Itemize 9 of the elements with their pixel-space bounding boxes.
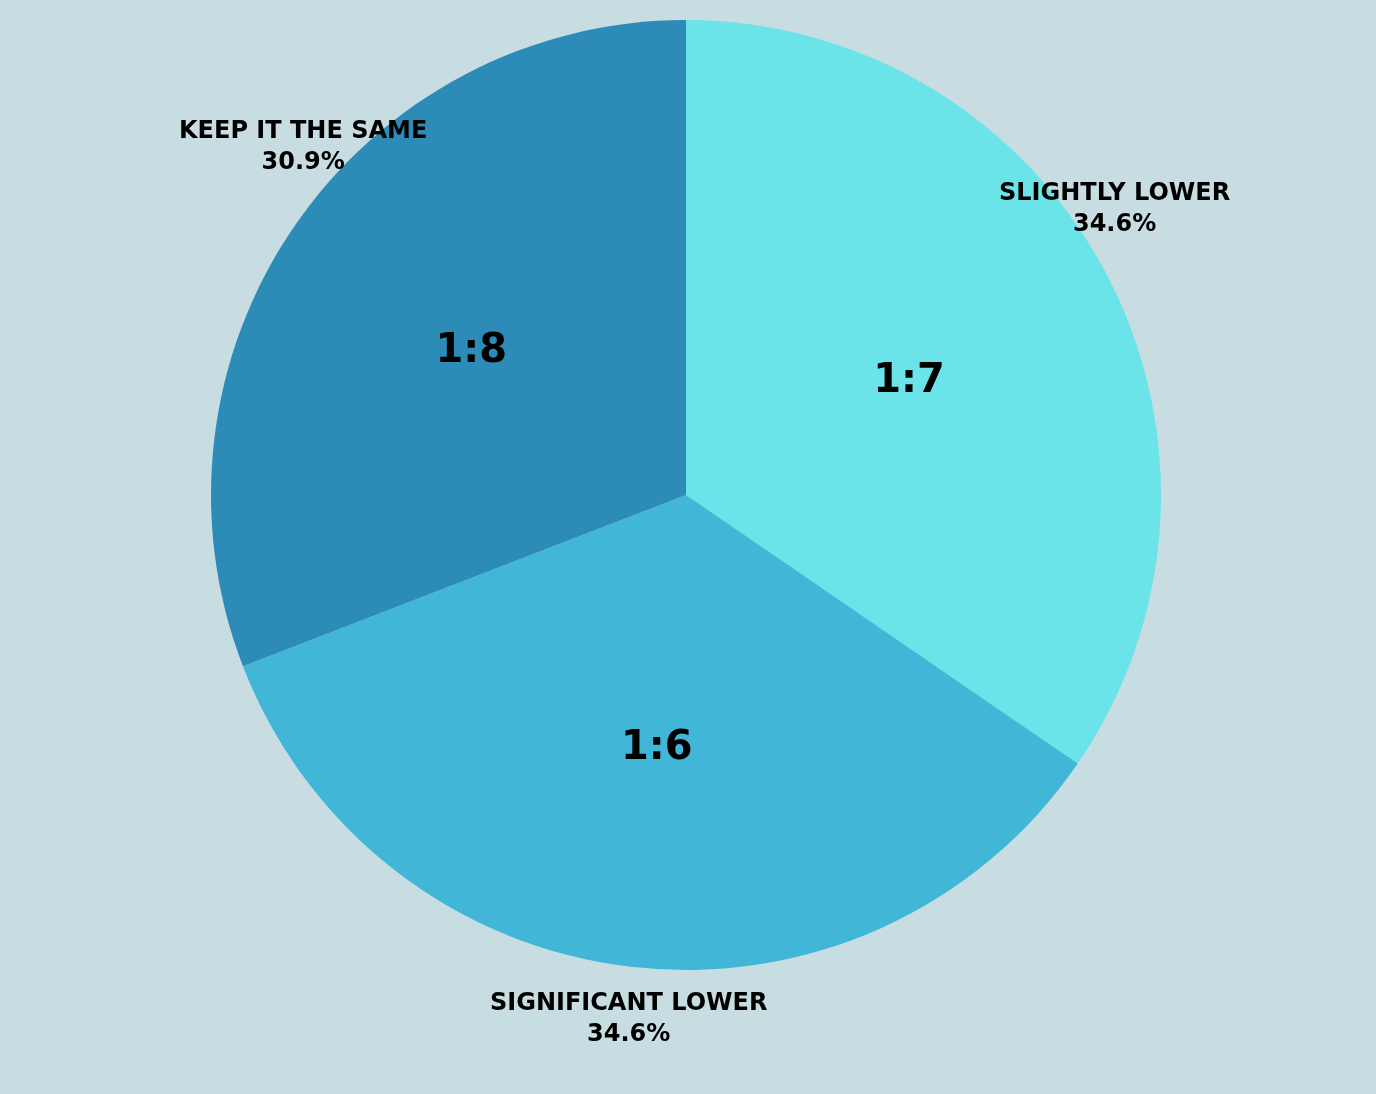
text: 1:6 — [620, 722, 693, 769]
text: 1:7 — [873, 354, 945, 401]
slice-label: SIGNIFICANT LOWER — [490, 988, 768, 1016]
data-label: 34.6% — [1072, 209, 1157, 238]
pie-slice — [242, 495, 1078, 970]
data-label: 34.6% — [587, 1019, 671, 1048]
text: 1:8 — [435, 324, 508, 371]
data-label: 30.9% — [261, 147, 345, 176]
slice-label: SLIGHTLY LOWER — [999, 178, 1231, 206]
